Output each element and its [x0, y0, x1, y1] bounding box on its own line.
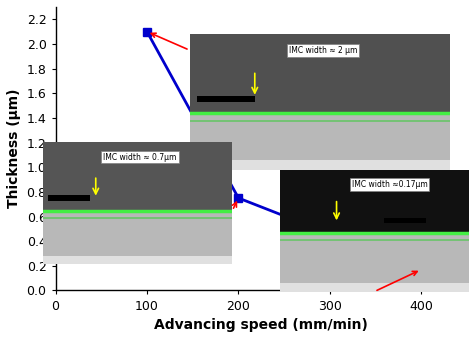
- Bar: [280, 283, 469, 292]
- Bar: [190, 160, 450, 170]
- Bar: [43, 211, 232, 264]
- Bar: [190, 34, 450, 113]
- Bar: [197, 96, 255, 102]
- Bar: [384, 218, 426, 223]
- X-axis label: Advancing speed (mm/min): Advancing speed (mm/min): [155, 318, 368, 332]
- Text: IMC width ≈ 0.7μm: IMC width ≈ 0.7μm: [103, 153, 177, 161]
- Text: IMC width ≈ 2 μm: IMC width ≈ 2 μm: [289, 46, 357, 55]
- Bar: [43, 142, 232, 211]
- Bar: [190, 113, 450, 170]
- Y-axis label: Thickness (μm): Thickness (μm): [7, 89, 21, 208]
- Bar: [48, 196, 90, 201]
- Bar: [280, 233, 469, 292]
- Text: IMC width ≈0.17μm: IMC width ≈0.17μm: [352, 180, 428, 188]
- Bar: [43, 256, 232, 264]
- Bar: [280, 170, 469, 233]
